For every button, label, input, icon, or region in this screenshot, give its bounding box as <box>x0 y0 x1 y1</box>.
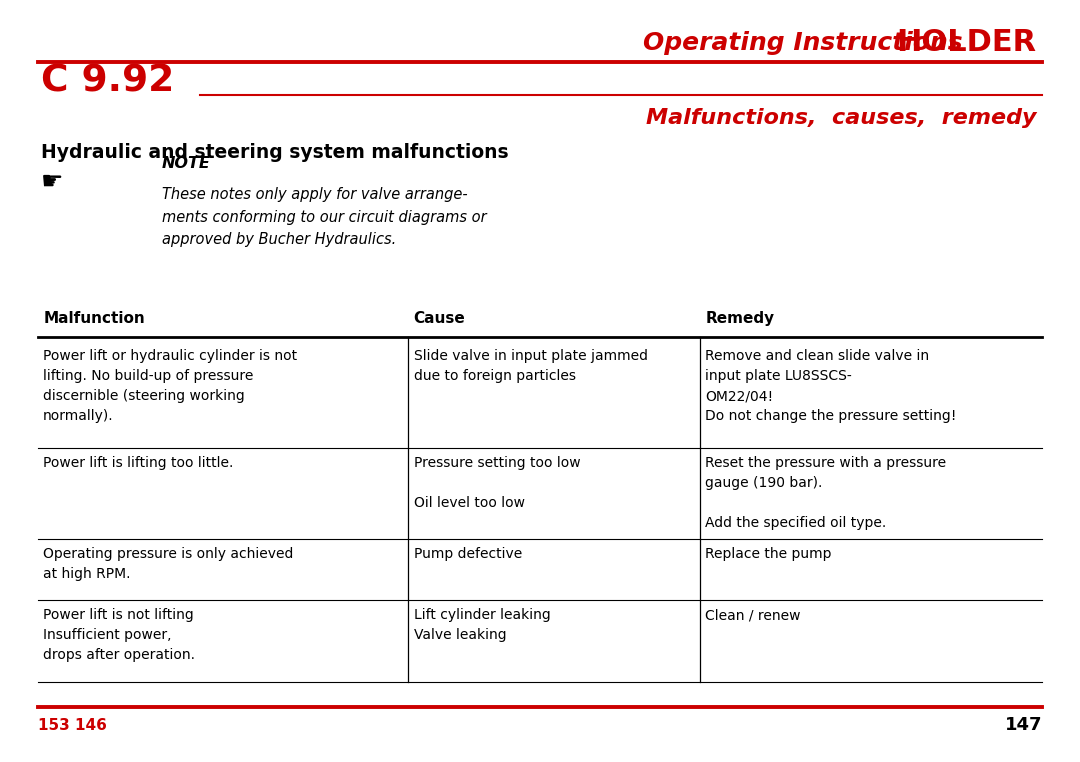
Text: C 9.92: C 9.92 <box>41 63 174 100</box>
Text: Power lift is not lifting
Insufficient power,
drops after operation.: Power lift is not lifting Insufficient p… <box>43 608 195 662</box>
Text: Reset the pressure with a pressure
gauge (190 bar).

Add the specified oil type.: Reset the pressure with a pressure gauge… <box>705 456 946 530</box>
Text: NOTE: NOTE <box>162 156 211 171</box>
Text: Remove and clean slide valve in
input plate LU8SSCS-
OM22/04!
Do not change the : Remove and clean slide valve in input pl… <box>705 349 957 423</box>
Text: Power lift or hydraulic cylinder is not
lifting. No build-up of pressure
discern: Power lift or hydraulic cylinder is not … <box>43 349 297 423</box>
Text: HOLDER: HOLDER <box>896 28 1037 57</box>
Text: ☛: ☛ <box>41 169 64 194</box>
Text: Malfunction: Malfunction <box>43 311 145 326</box>
Text: Hydraulic and steering system malfunctions: Hydraulic and steering system malfunctio… <box>41 143 509 162</box>
Text: Replace the pump: Replace the pump <box>705 547 832 561</box>
Text: Pump defective: Pump defective <box>414 547 522 561</box>
Text: approved by Bucher Hydraulics.: approved by Bucher Hydraulics. <box>162 232 396 248</box>
Text: These notes only apply for valve arrange-: These notes only apply for valve arrange… <box>162 187 468 202</box>
Text: 147: 147 <box>1004 716 1042 735</box>
Text: Malfunctions,  causes,  remedy: Malfunctions, causes, remedy <box>646 108 1037 128</box>
Text: Lift cylinder leaking
Valve leaking: Lift cylinder leaking Valve leaking <box>414 608 551 642</box>
Text: Pressure setting too low

Oil level too low: Pressure setting too low Oil level too l… <box>414 456 580 510</box>
Text: Power lift is lifting too little.: Power lift is lifting too little. <box>43 456 233 469</box>
Text: Remedy: Remedy <box>705 311 774 326</box>
Text: Cause: Cause <box>414 311 465 326</box>
Text: 153 146: 153 146 <box>38 718 107 733</box>
Text: Operating Instructions: Operating Instructions <box>643 30 962 55</box>
Text: Operating pressure is only achieved
at high RPM.: Operating pressure is only achieved at h… <box>43 547 294 581</box>
Text: ments conforming to our circuit diagrams or: ments conforming to our circuit diagrams… <box>162 210 487 225</box>
Text: Slide valve in input plate jammed
due to foreign particles: Slide valve in input plate jammed due to… <box>414 349 648 383</box>
Text: Clean / renew: Clean / renew <box>705 608 800 622</box>
